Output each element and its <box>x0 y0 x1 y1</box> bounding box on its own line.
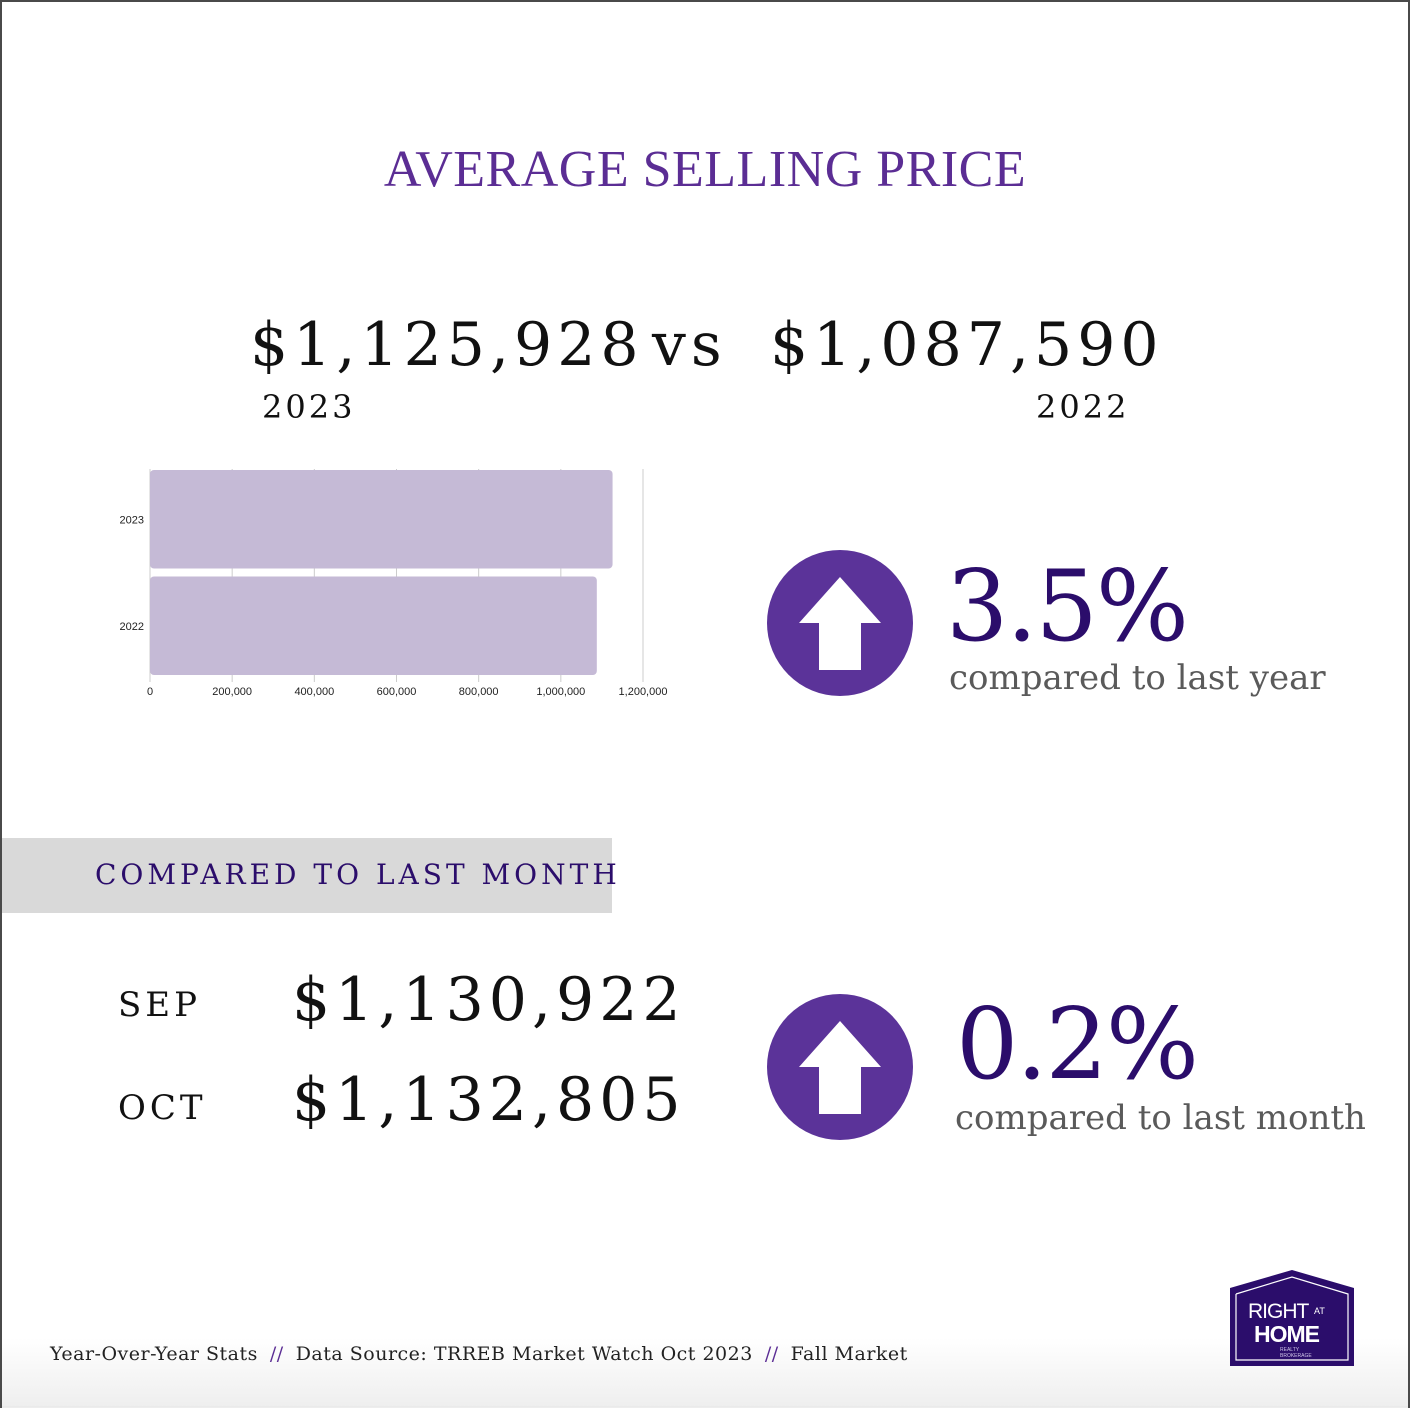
chart-tick-label: 800,000 <box>459 686 499 698</box>
price-bar-chart: 2023 2022 0 200,000 400,000 600,000 800,000 1,0… <box>120 469 668 698</box>
section-band <box>2 838 612 913</box>
chart-tick-label: 400,000 <box>294 686 334 698</box>
price-2022: $1,087,590 <box>770 310 1164 380</box>
bottom-gradient <box>2 1338 1408 1408</box>
chart-tick-label: 1,200,000 <box>619 686 668 698</box>
footer-separator: // <box>764 1343 779 1365</box>
right-at-home-logo: RIGHT AT HOME REALTY BROKERAGE <box>1230 1270 1354 1366</box>
year-label-2023: 2023 <box>262 388 356 426</box>
month-change-note: compared to last month <box>955 1098 1366 1138</box>
logo-realty: REALTY <box>1280 1347 1300 1353</box>
month-label-oct: OCT <box>118 1088 207 1128</box>
month-change-percent: 0.2% <box>956 988 1199 1102</box>
chart-bar <box>150 470 613 569</box>
price-sep: $1,130,922 <box>292 965 686 1035</box>
vs-label: vs <box>652 310 727 380</box>
chart-category-label: 2023 <box>120 514 144 526</box>
arrow-up-icon <box>767 994 913 1140</box>
price-oct: $1,132,805 <box>292 1065 686 1135</box>
footer-separator: // <box>269 1343 284 1365</box>
logo-at: AT <box>1314 1306 1325 1316</box>
price-2023: $1,125,928 <box>250 310 644 380</box>
year-label-2022: 2022 <box>1036 388 1130 426</box>
year-change-percent: 3.5% <box>946 550 1189 664</box>
logo-home: HOME <box>1254 1321 1320 1347</box>
chart-tick-label: 1,000,000 <box>536 686 585 698</box>
year-change-note: compared to last year <box>949 658 1326 698</box>
logo-right: RIGHT <box>1248 1300 1310 1323</box>
chart-bar <box>150 576 597 675</box>
arrow-up-icon <box>767 550 913 696</box>
footer-market: Fall Market <box>790 1343 908 1365</box>
section-band-label: COMPARED TO LAST MONTH <box>95 858 621 891</box>
footer: Year-Over-Year Stats // Data Source: TRREB… <box>50 1343 908 1365</box>
logo-brokerage: BROKERAGE <box>1280 1353 1312 1359</box>
page-title: AVERAGE SELLING PRICE <box>383 141 1027 198</box>
month-label-sep: SEP <box>118 985 201 1025</box>
footer-source: Data Source: TRREB Market Watch Oct 2023 <box>295 1343 753 1365</box>
chart-tick-label: 600,000 <box>377 686 417 698</box>
chart-tick-label: 200,000 <box>212 686 252 698</box>
chart-category-label: 2022 <box>120 621 144 633</box>
footer-stats: Year-Over-Year Stats <box>50 1343 258 1365</box>
chart-tick-label: 0 <box>147 686 153 698</box>
